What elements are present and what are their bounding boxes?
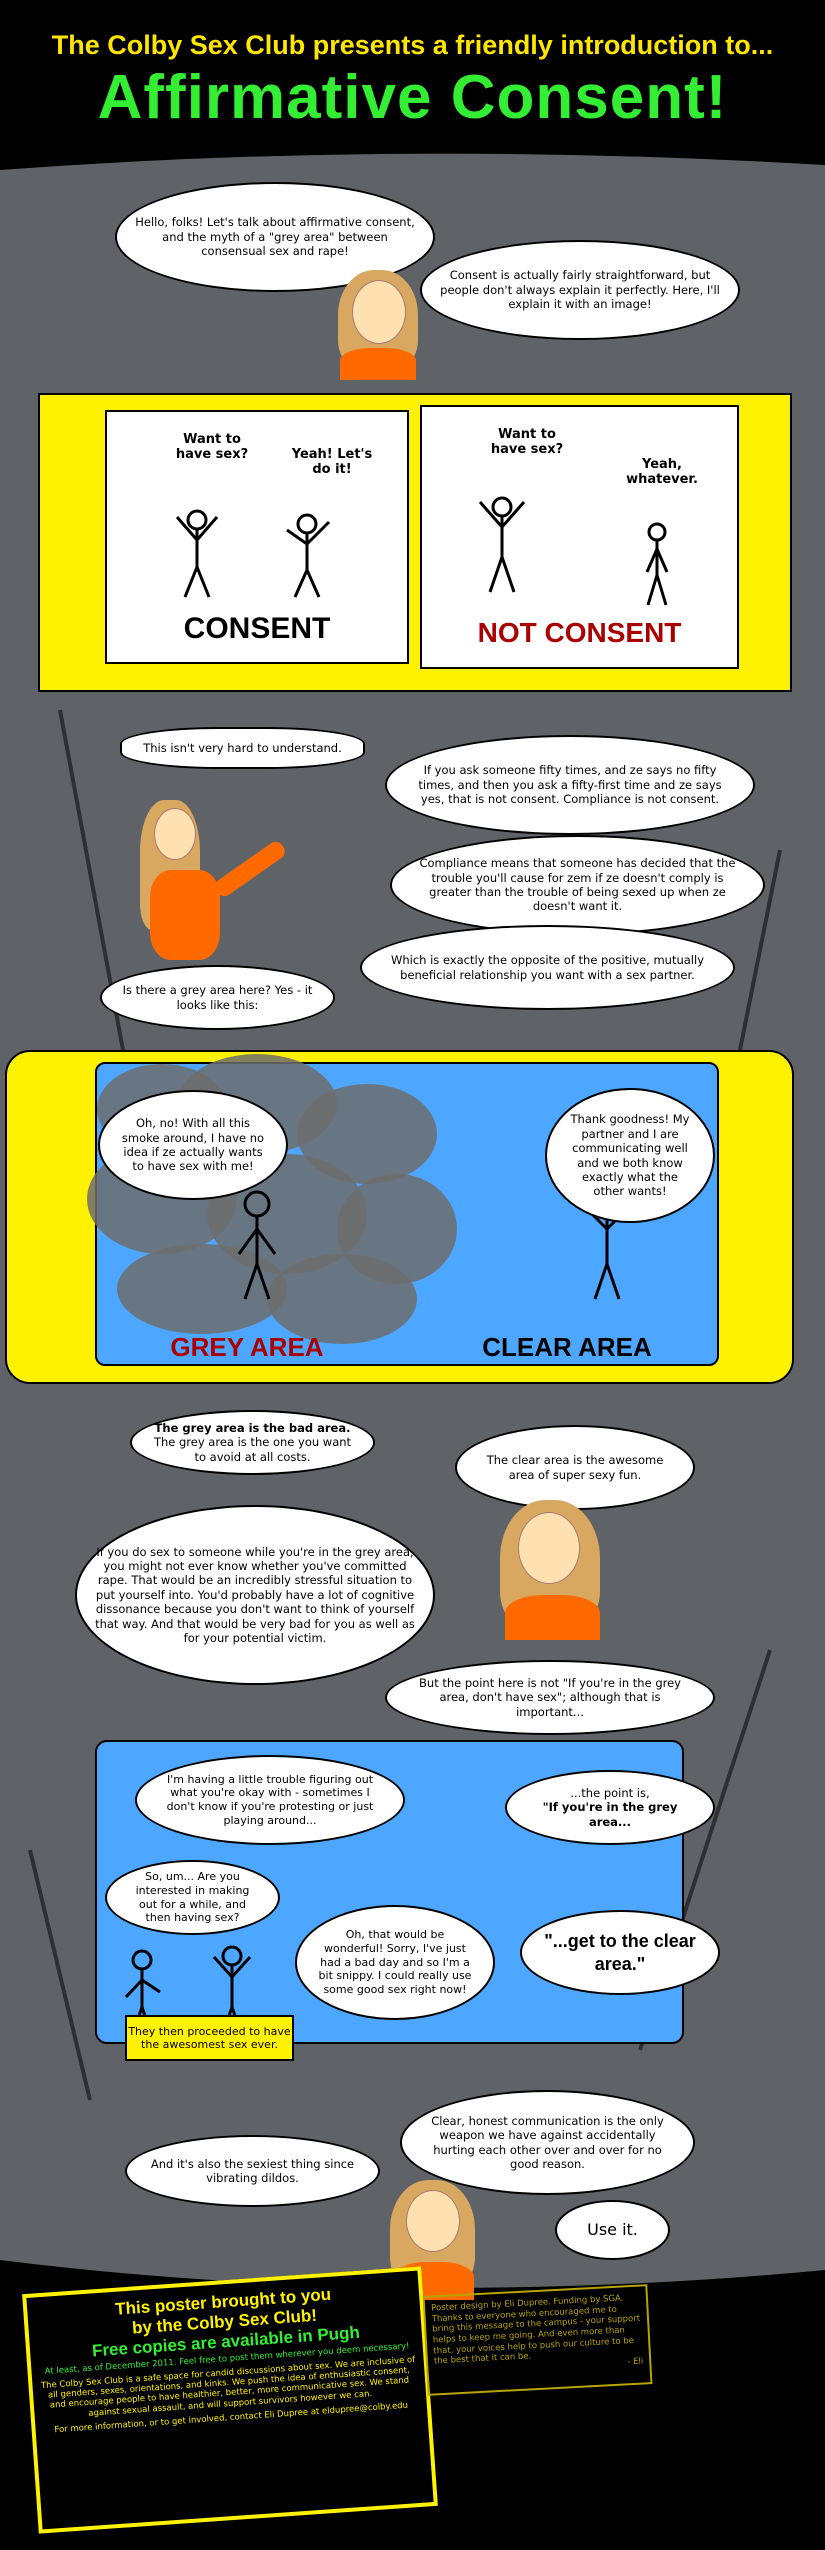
- speech-bubble-use-it: Use it.: [555, 2200, 670, 2260]
- not-consent-panel: Want to have sex? Yeah, whatever. NOT CO…: [420, 405, 739, 669]
- footer-poster-box: This poster brought to you by the Colby …: [22, 2266, 438, 2534]
- speech-text: Is there a grey area here? Yes - it look…: [122, 983, 313, 1012]
- speech-bubble-fifty-times: If you ask someone fifty times, and ze s…: [385, 735, 755, 835]
- speech-bubble-get-to-clear: "...get to the clear area.": [520, 1910, 720, 1995]
- speech-text: Compliance means that someone has decide…: [419, 856, 736, 914]
- speech-bubble-the-point-is: ...the point is, "If you're in the grey a…: [505, 1770, 715, 1845]
- not-consent-question: Want to have sex?: [490, 427, 564, 457]
- stick-figure-grey: [237, 1190, 277, 1300]
- speech-bubble-opposite: Which is exactly the opposite of the pos…: [360, 925, 735, 1010]
- speech-text: The clear area is the awesome area of su…: [486, 1453, 664, 1482]
- speech-bubble-thank-goodness: Thank goodness! My partner and I are com…: [545, 1088, 715, 1223]
- speech-bubble-little-trouble: I'm having a little trouble figuring out…: [135, 1755, 405, 1845]
- ray-lines: [28, 709, 782, 2101]
- consent-answer: Yeah! Let's do it!: [291, 447, 373, 477]
- speech-text: The grey area is the bad area. The grey a…: [150, 1421, 355, 1464]
- speech-text: I'm having a little trouble figuring out…: [166, 1772, 374, 1827]
- speech-text: Clear, honest communication is the only …: [431, 2113, 664, 2171]
- speech-bubble-sexiest: And it's also the sexiest thing since vi…: [125, 2135, 380, 2207]
- consent-caption: CONSENT: [183, 612, 331, 645]
- speech-bubble-grey-question: Is there a grey area here? Yes - it look…: [100, 965, 335, 1030]
- point-is-bold: "If you're in the grey area...: [542, 1800, 678, 1829]
- credits-box: Poster design by Eli Dupree. Funding by …: [422, 2284, 653, 2396]
- note-text: They then proceeded to have the awesomes…: [128, 2025, 291, 2051]
- outcome-note: They then proceeded to have the awesomes…: [125, 2015, 294, 2061]
- speech-text: Oh, that would be wonderful! Sorry, I've…: [318, 1928, 472, 1997]
- bad-area-bold: The grey area is the bad area.: [154, 1420, 351, 1435]
- not-consent-caption: NOT CONSENT: [477, 617, 682, 648]
- bad-area-rest: The grey area is the one you want to avo…: [153, 1435, 352, 1464]
- stick-figures-consent: [175, 509, 331, 598]
- narrator-figure-2: [140, 800, 310, 960]
- stick-figures-not-consent: [478, 496, 669, 606]
- speech-bubble-stressful: If you do sex to someone while you're in…: [75, 1505, 435, 1685]
- speech-text: This isn't very hard to understand.: [143, 740, 342, 755]
- speech-text: Consent is actually fairly straightforwa…: [440, 268, 720, 312]
- speech-bubble-explain: Consent is actually fairly straightforwa…: [420, 240, 740, 340]
- grey-area-caption: GREY AREA: [170, 1332, 324, 1362]
- speech-text: Hello, folks! Let's talk about affirmati…: [135, 215, 415, 259]
- speech-bubble-wonderful: Oh, that would be wonderful! Sorry, I've…: [295, 1905, 495, 2020]
- page-title: Affirmative Consent!: [97, 63, 728, 132]
- speech-bubble-bad-area: The grey area is the bad area. The grey a…: [130, 1410, 375, 1475]
- speech-bubble-point-not: But the point here is not "If you're in …: [385, 1660, 715, 1735]
- speech-text: Oh, no! With all this smoke around, I ha…: [121, 1116, 265, 1174]
- speech-text: Which is exactly the opposite of the pos…: [390, 953, 705, 982]
- speech-bubble-not-hard: This isn't very hard to understand.: [120, 727, 365, 769]
- speech-bubble-making-out: So, um... Are you interested in making o…: [105, 1860, 280, 1935]
- speech-text: Thank goodness! My partner and I are com…: [570, 1112, 690, 1199]
- not-consent-answer: Yeah, whatever.: [626, 457, 698, 487]
- speech-text: ...the point is, "If you're in the grey a…: [525, 1786, 695, 1829]
- speech-text: If you do sex to someone while you're in…: [95, 1544, 415, 1645]
- consent-question: Want to have sex?: [175, 432, 249, 462]
- speech-text: Use it.: [587, 2220, 638, 2239]
- speech-text: But the point here is not "If you're in …: [419, 1675, 681, 1719]
- speech-bubble-clear-area: The clear area is the awesome area of su…: [455, 1425, 695, 1510]
- consent-panel: Want to have sex? Yeah! Let's do it! CON…: [105, 410, 409, 664]
- speech-bubble-oh-no: Oh, no! With all this smoke around, I ha…: [98, 1090, 288, 1200]
- speech-bubble-compliance: Compliance means that someone has decide…: [390, 835, 765, 935]
- point-is-prefix: ...the point is,: [570, 1785, 650, 1800]
- narrator-figure-3: [500, 1500, 610, 1640]
- speech-text: "...get to the clear area.": [544, 1931, 696, 1974]
- intro-line: The Colby Sex Club presents a friendly i…: [51, 30, 774, 60]
- speech-text: So, um... Are you interested in making o…: [135, 1870, 250, 1925]
- clear-area-caption: CLEAR AREA: [482, 1332, 652, 1362]
- speech-bubble-communication: Clear, honest communication is the only …: [400, 2090, 695, 2195]
- narrator-figure-1: [330, 270, 430, 380]
- speech-text: If you ask someone fifty times, and ze s…: [418, 763, 722, 807]
- speech-text: And it's also the sexiest thing since vi…: [150, 2156, 355, 2185]
- credits-text: Poster design by Eli Dupree. Funding by …: [430, 2293, 641, 2367]
